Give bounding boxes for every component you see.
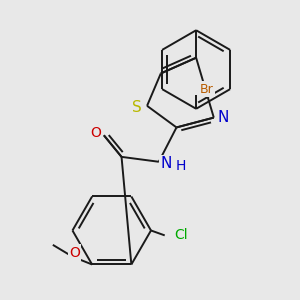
Text: O: O bbox=[69, 246, 80, 260]
Text: N: N bbox=[218, 110, 229, 125]
Text: Cl: Cl bbox=[175, 228, 188, 242]
Text: H: H bbox=[175, 159, 186, 173]
Text: O: O bbox=[91, 126, 101, 140]
Text: S: S bbox=[132, 100, 142, 115]
Text: Br: Br bbox=[200, 82, 214, 96]
Text: N: N bbox=[161, 156, 172, 171]
